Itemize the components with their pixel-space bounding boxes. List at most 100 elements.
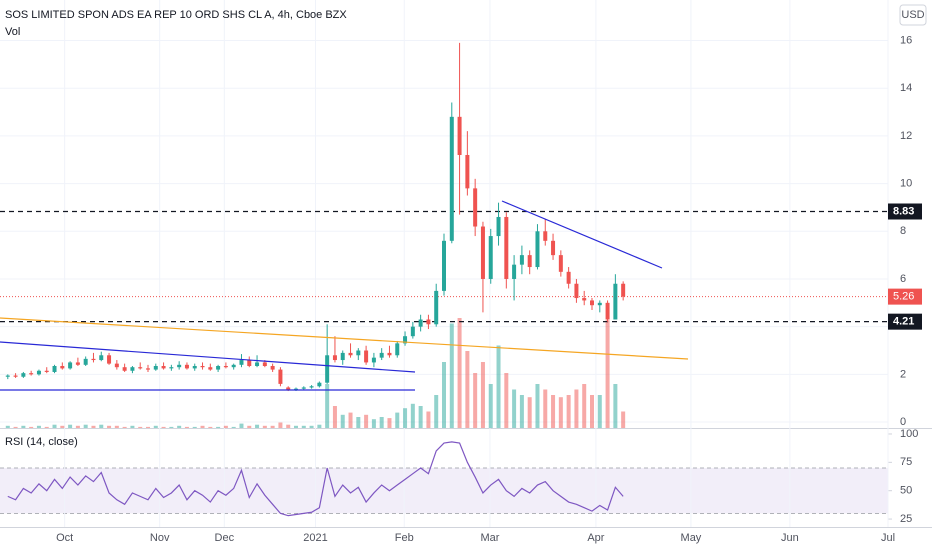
rsi-band	[0, 468, 888, 514]
volume-bar	[403, 408, 408, 428]
volume-bar	[99, 424, 104, 428]
volume-bar	[270, 425, 275, 428]
candle-body	[294, 388, 298, 390]
x-tick-label: Jun	[781, 532, 799, 544]
candle-body	[364, 350, 369, 363]
candle-body	[138, 367, 143, 369]
volume-bar	[387, 418, 392, 428]
candle-body	[473, 188, 478, 227]
volume-bar	[356, 417, 361, 428]
volume-bar	[21, 425, 26, 428]
volume-bar	[216, 426, 221, 428]
candle-body	[99, 355, 104, 361]
y-tick-label: 14	[900, 82, 912, 94]
volume-bar	[442, 362, 446, 428]
volume-bar	[262, 425, 267, 428]
candle-body	[496, 216, 501, 237]
x-tick-label: May	[681, 532, 702, 544]
candle-body	[208, 367, 213, 370]
volume-bar	[60, 425, 65, 428]
candle-body	[44, 370, 49, 372]
candle-body	[301, 387, 306, 389]
volume-bar	[348, 412, 353, 428]
volume-bar	[558, 397, 563, 428]
volume-bar	[192, 426, 197, 428]
plot-layer: 0246810121416255075100OctNovDec2021FebMa…	[0, 0, 922, 544]
volume-bar	[286, 424, 291, 428]
x-tick-label: 2021	[303, 532, 327, 544]
candle-body	[161, 366, 166, 369]
candle-body	[410, 326, 415, 337]
volume-bar	[449, 323, 454, 428]
rsi-tick-label: 75	[900, 456, 912, 468]
candle-body	[36, 370, 41, 375]
y-tick-label: 10	[900, 178, 912, 190]
candle-body	[184, 364, 189, 369]
volume-bar	[535, 384, 540, 428]
volume-bar	[340, 414, 345, 428]
candle-body	[395, 343, 400, 356]
volume-bar	[130, 425, 135, 428]
volume-bar	[177, 425, 182, 428]
currency[interactable]: USD	[901, 9, 924, 21]
volume-bar	[512, 389, 517, 428]
volume-bar	[418, 406, 423, 428]
volume-bar	[504, 373, 509, 428]
candle-body	[504, 216, 509, 279]
volume-bar	[317, 424, 322, 428]
level-label: 4.21	[893, 316, 914, 328]
volume-bar	[29, 426, 34, 428]
rsi-line	[7, 441, 624, 517]
candle-body	[356, 350, 361, 356]
candle-body	[231, 364, 236, 368]
volume-bar	[496, 345, 501, 428]
volume-bar	[395, 412, 400, 428]
volume-bar	[325, 384, 330, 428]
volume-bar	[153, 425, 158, 428]
last-price-label: 5.26	[893, 291, 914, 303]
candle-body	[239, 360, 244, 365]
volume-bar	[301, 425, 306, 428]
volume-bar	[574, 389, 579, 428]
volume-bar	[590, 395, 594, 428]
volume-bar	[488, 384, 493, 428]
candle-body	[426, 319, 431, 325]
volume-bar	[169, 426, 174, 428]
candle-body	[286, 387, 291, 390]
volume-bar	[519, 395, 524, 428]
volume-bar	[44, 426, 49, 428]
candle-body	[590, 300, 594, 306]
volume-bar	[36, 425, 41, 428]
volume-bar	[566, 395, 571, 428]
volume-bar	[146, 426, 150, 428]
candle-body	[83, 358, 88, 365]
volume-bar	[13, 426, 18, 428]
candle-body	[332, 355, 337, 361]
volume-bar	[247, 425, 252, 428]
candle-body	[114, 363, 119, 368]
rsi-label: RSI (14, close)	[5, 436, 78, 448]
candle-body	[442, 240, 446, 291]
candle-body	[317, 382, 322, 387]
candle-body	[613, 283, 618, 320]
candle-body	[340, 352, 345, 361]
volume-bar	[75, 425, 80, 428]
currency-button[interactable]	[899, 4, 927, 26]
last-price-box	[888, 288, 922, 305]
y-tick-label: 12	[900, 130, 912, 142]
candle-body	[247, 360, 252, 367]
volume-bar	[5, 425, 10, 428]
candle-body	[621, 283, 626, 297]
volume-bar	[114, 425, 119, 428]
level-box	[888, 203, 922, 220]
candle-body	[535, 231, 540, 268]
candle-body	[418, 319, 423, 327]
volume-bar	[621, 411, 626, 428]
candle-body	[91, 358, 96, 361]
volume-bar	[551, 395, 556, 428]
candle-body	[13, 375, 18, 377]
x-tick-label: Jul	[881, 532, 895, 544]
volume-bar	[410, 403, 415, 428]
candle-body	[371, 357, 376, 363]
candle-body	[348, 352, 353, 356]
